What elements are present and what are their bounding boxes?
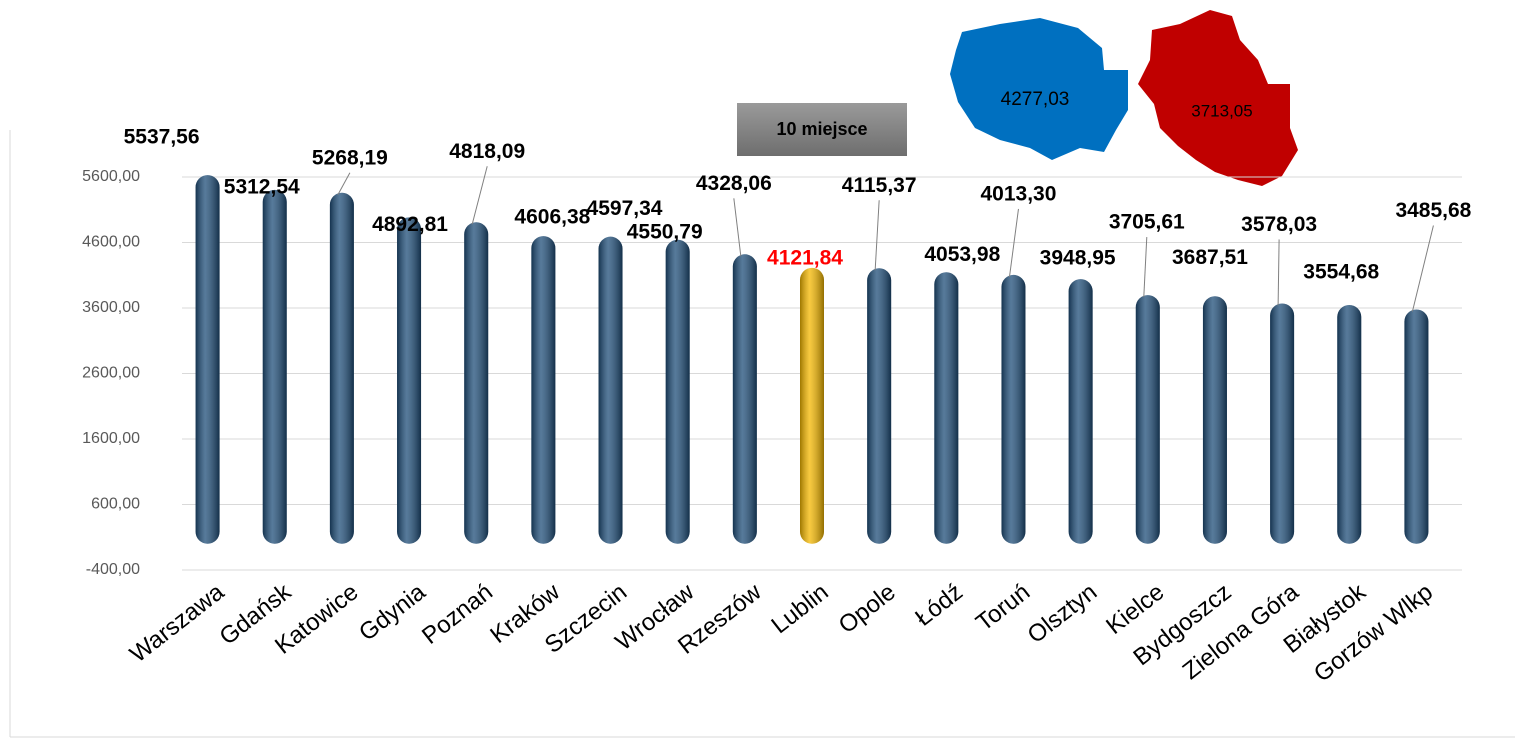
- value-label: 4606,38: [514, 206, 590, 229]
- x-tick-label: Gorzów Wlkp: [1309, 578, 1438, 687]
- y-tick-label: 1600,00: [82, 430, 140, 447]
- value-label: 4328,06: [696, 172, 772, 195]
- y-tick-label: 5600,00: [82, 168, 140, 185]
- bar-shade: [1337, 304, 1362, 544]
- bar-shade: [1404, 309, 1429, 544]
- y-tick-label: 2600,00: [82, 365, 140, 382]
- region-map: [1138, 10, 1298, 186]
- bar-shade: [464, 222, 489, 544]
- bar-shade: [665, 239, 690, 544]
- value-label: 5537,56: [124, 126, 200, 149]
- y-tick-label: -400,00: [86, 561, 140, 578]
- bar-shade: [732, 254, 757, 544]
- rank-label: 10 miejsce: [776, 119, 867, 139]
- x-tick-label: Gdynia: [354, 578, 431, 646]
- leader-line: [1277, 239, 1280, 306]
- value-label: 4818,09: [449, 140, 525, 163]
- value-label: 5312,54: [224, 175, 300, 198]
- bar-shade: [1270, 303, 1295, 544]
- leader-line: [874, 200, 880, 271]
- leader-line: [1411, 225, 1434, 312]
- leader-line: [1143, 237, 1148, 298]
- bar-shade: [397, 217, 422, 544]
- leader-line: [337, 172, 351, 195]
- value-label: 4115,37: [842, 174, 917, 197]
- bar-shade: [934, 272, 959, 544]
- bar-shade: [598, 236, 623, 544]
- x-tick-label: Warszawa: [125, 578, 230, 668]
- bar-shade: [1001, 274, 1026, 544]
- poland-map: [950, 18, 1128, 160]
- region-value: 3713,05: [1191, 101, 1252, 120]
- bar-shade: [329, 192, 354, 544]
- x-tick-label: Olsztyn: [1023, 578, 1103, 649]
- value-label: 3705,61: [1109, 211, 1185, 234]
- y-tick-label: 600,00: [91, 496, 140, 513]
- value-label: 4597,34: [587, 197, 663, 220]
- value-label: 4053,98: [924, 243, 1000, 266]
- y-tick-label: 4600,00: [82, 234, 140, 251]
- value-label: 4550,79: [627, 220, 703, 243]
- leader-line: [471, 166, 488, 225]
- bar-shade: [531, 236, 556, 544]
- bar-shade: [195, 175, 220, 544]
- rank-box: [737, 103, 907, 156]
- value-label: 3948,95: [1040, 247, 1116, 270]
- value-label: 3578,03: [1241, 213, 1317, 236]
- bar-shade: [800, 267, 824, 544]
- x-tick-label: Opole: [834, 578, 901, 639]
- value-label: 4121,84: [767, 246, 843, 269]
- leader-line: [1008, 208, 1019, 277]
- x-tick-label: Lublin: [766, 578, 833, 639]
- bar-shade: [1068, 279, 1093, 544]
- bar-shade: [262, 189, 287, 544]
- y-tick-label: 3600,00: [82, 299, 140, 316]
- value-label: 3554,68: [1303, 261, 1379, 284]
- bar-shade: [1202, 296, 1227, 544]
- bar-shade: [1135, 295, 1160, 544]
- value-label: 4013,30: [981, 182, 1057, 205]
- x-tick-label: Poznań: [417, 578, 498, 649]
- leader-line: [733, 198, 742, 257]
- value-label: 5268,19: [312, 146, 388, 169]
- poland-value: 4277,03: [1001, 89, 1070, 110]
- bar-shade: [867, 268, 892, 544]
- value-label: 3485,68: [1395, 199, 1471, 222]
- x-tick-label: Łódź: [910, 578, 968, 631]
- value-label: 4892,81: [372, 213, 448, 236]
- value-label: 3687,51: [1172, 246, 1248, 269]
